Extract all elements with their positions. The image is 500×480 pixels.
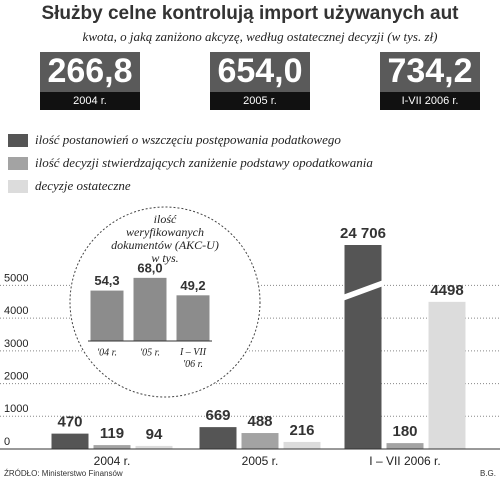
value-label: 669 xyxy=(205,407,230,424)
value-label: 94 xyxy=(146,426,163,443)
bar xyxy=(344,245,382,449)
inset-bar xyxy=(90,290,124,341)
value-label: 24 706 xyxy=(340,225,386,242)
highlight-box xyxy=(210,52,310,92)
inset-value-label: 54,3 xyxy=(94,273,119,288)
inset-bar xyxy=(176,295,210,341)
bar xyxy=(386,443,424,449)
value-label: 4498 xyxy=(430,282,463,299)
legend-swatch xyxy=(8,157,28,170)
author: B.G. xyxy=(480,469,496,478)
y-tick-label: 1000 xyxy=(4,403,28,415)
highlight-box xyxy=(40,52,140,92)
bar xyxy=(241,433,279,449)
y-tick-label: 2000 xyxy=(4,370,28,382)
source: ŹRÓDŁO: Ministerstwo Finansów xyxy=(4,469,123,478)
legend-label: ilość decyzji stwierdzających zaniżenie … xyxy=(35,155,373,170)
y-tick-label: 3000 xyxy=(4,338,28,350)
subtitle: kwota, o jaką zaniżono akcyzę, według os… xyxy=(83,29,438,44)
bar xyxy=(51,433,89,449)
inset-value-label: 49,2 xyxy=(180,278,205,293)
highlight-band xyxy=(210,92,310,110)
highlight-amount: 734,2 xyxy=(387,52,472,90)
legend-swatch xyxy=(8,134,28,147)
x-tick-label: 2005 r. xyxy=(242,454,279,468)
inset-category: '04 r. xyxy=(97,347,117,358)
value-label: 180 xyxy=(392,423,417,440)
highlight-box xyxy=(380,52,480,92)
bar xyxy=(93,445,131,449)
axis-break xyxy=(342,280,384,301)
inset-category: I – VII '06 r. xyxy=(179,347,207,370)
bar xyxy=(283,441,321,449)
inset-title: ilość weryfikowanych dokumentów (AKC-U) w t… xyxy=(111,212,219,265)
highlight-amount: 266,8 xyxy=(47,52,132,90)
bar xyxy=(428,301,466,449)
y-tick-label: 5000 xyxy=(4,272,28,284)
y-tick-label: 4000 xyxy=(4,305,28,317)
y-tick-label: 0 xyxy=(4,436,10,448)
value-label: 216 xyxy=(289,422,314,439)
title: Służby celne kontrolują import używanych… xyxy=(41,3,459,24)
legend-label: decyzje ostateczne xyxy=(35,178,131,193)
bar xyxy=(135,445,173,449)
x-tick-label: I – VII 2006 r. xyxy=(369,454,440,468)
value-label: 488 xyxy=(247,413,272,430)
highlight-period: 2004 r. xyxy=(73,95,107,107)
inset-category: '05 r. xyxy=(140,347,160,358)
highlight-period: 2005 r. xyxy=(243,95,277,107)
value-label: 119 xyxy=(100,425,124,442)
highlight-period: I-VII 2006 r. xyxy=(402,95,459,107)
highlight-band xyxy=(380,92,480,110)
legend-swatch xyxy=(8,180,28,193)
highlight-amount: 654,0 xyxy=(217,52,302,90)
value-label: 470 xyxy=(57,414,82,431)
bar xyxy=(199,427,237,449)
x-tick-label: 2004 r. xyxy=(94,454,131,468)
inset-value-label: 68,0 xyxy=(137,260,162,275)
highlight-band xyxy=(40,92,140,110)
inset-bar xyxy=(133,277,167,341)
legend-label: ilość postanowień o wszczęciu postępowan… xyxy=(35,132,341,147)
